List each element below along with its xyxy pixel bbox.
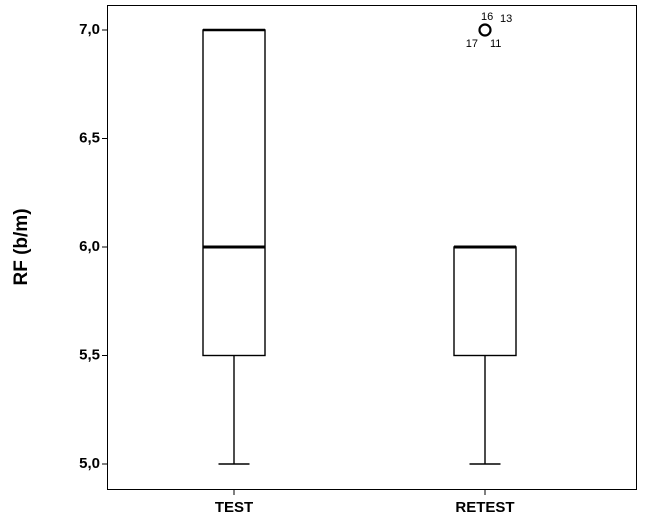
outlier-label: 17	[466, 38, 478, 50]
box-test	[202, 28, 266, 465]
outlier-label: 13	[500, 13, 512, 25]
iqr-box	[453, 246, 517, 357]
plot-frame	[107, 5, 637, 490]
x-axis: TEST RETEST	[215, 489, 515, 516]
y-tick-label: 6,5	[79, 129, 100, 146]
boxes-layer: 16 13 17 11	[202, 11, 517, 465]
box-retest: 16 13 17 11	[453, 11, 517, 465]
outlier-label: 11	[490, 38, 501, 50]
y-tick-label: 5,0	[79, 455, 100, 472]
y-axis: 5,0 5,5 6,0 6,5 7,0	[79, 21, 108, 472]
y-tick-label: 5,5	[79, 346, 100, 363]
y-tick-label: 6,0	[79, 238, 100, 255]
iqr-box	[202, 29, 266, 357]
y-tick-label: 7,0	[79, 21, 100, 38]
y-axis-label: RF (b/m)	[11, 208, 32, 285]
outlier-label: 16	[481, 11, 493, 23]
outlier-marker	[478, 23, 492, 37]
x-tick-label: TEST	[215, 499, 253, 516]
x-tick-label: RETEST	[455, 499, 514, 516]
